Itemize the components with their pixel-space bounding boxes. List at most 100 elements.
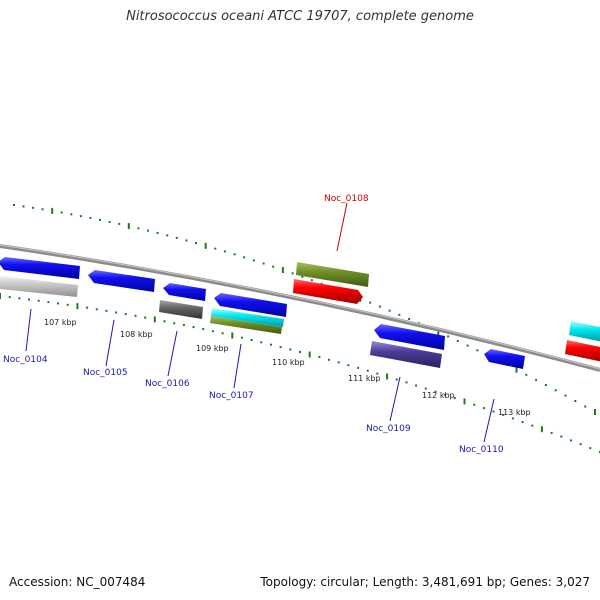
map-title: Nitrosococcus oceani ATCC 19707, complet… <box>126 9 474 24</box>
minor-tick <box>99 218 101 221</box>
minor-tick <box>447 335 450 338</box>
leader-Noc_0110 <box>483 398 495 443</box>
minor-tick <box>124 313 127 316</box>
minor-tick <box>453 397 456 400</box>
minor-tick <box>270 343 272 346</box>
gene-label-Noc_0104[interactable]: Noc_0104 <box>3 355 48 365</box>
minor-tick <box>233 253 236 256</box>
minor-tick <box>318 356 321 359</box>
major-tick <box>386 373 389 380</box>
minor-tick <box>544 384 547 386</box>
minor-tick <box>550 431 553 434</box>
minor-tick <box>60 211 63 214</box>
gene-Noc_0109[interactable] <box>370 324 445 368</box>
leader-Noc_0106 <box>167 330 178 377</box>
gene-arrow <box>484 349 525 369</box>
gene-label-Noc_0110[interactable]: Noc_0110 <box>459 445 504 455</box>
minor-tick <box>144 316 147 319</box>
outer-tick-track <box>13 204 596 415</box>
gene-arrow <box>293 279 363 304</box>
minor-tick <box>32 206 35 209</box>
gene-arrow <box>0 257 80 279</box>
major-tick <box>515 366 518 373</box>
gene-arrow <box>88 270 155 292</box>
major-tick <box>204 242 207 249</box>
minor-tick <box>564 394 567 397</box>
major-tick <box>76 303 79 310</box>
minor-tick <box>223 250 226 253</box>
gene-Noc_0107[interactable] <box>210 293 287 334</box>
gene-partial-right[interactable] <box>565 321 600 362</box>
kbp-label: 108 kbp <box>120 330 153 339</box>
minor-tick <box>108 220 111 223</box>
gene-Noc_0110[interactable] <box>484 349 525 369</box>
gene-Noc_0105[interactable] <box>88 270 155 292</box>
minor-tick <box>328 358 330 361</box>
kbp-label: 109 kbp <box>196 344 229 353</box>
minor-tick <box>41 208 44 211</box>
minor-tick <box>66 303 69 306</box>
minor-tick <box>86 306 89 309</box>
major-tick <box>0 293 1 299</box>
leader-Noc_0104 <box>25 308 32 352</box>
minor-tick <box>70 213 73 216</box>
gene-arrow <box>374 324 445 350</box>
gene-label-Noc_0109[interactable]: Noc_0109 <box>366 424 411 434</box>
minor-tick <box>357 366 360 369</box>
major-tick <box>51 207 54 214</box>
gene-arrow <box>214 293 287 317</box>
minor-tick <box>182 324 185 327</box>
minor-tick <box>405 381 408 384</box>
gene-label-Noc_0108[interactable]: Noc_0108 <box>324 194 369 204</box>
leader-Noc_0105 <box>105 319 115 367</box>
minor-tick <box>211 330 214 333</box>
genome-backbone <box>0 244 600 372</box>
minor-tick <box>118 222 121 225</box>
minor-tick <box>175 236 178 239</box>
gene-label-Noc_0107[interactable]: Noc_0107 <box>209 391 254 401</box>
minor-tick <box>192 326 195 329</box>
minor-tick <box>525 373 528 376</box>
gene-feature-bar-red <box>565 340 600 362</box>
gene-Noc_0108[interactable] <box>293 262 369 304</box>
gene-Noc_0106[interactable] <box>159 283 206 319</box>
minor-tick <box>163 320 166 323</box>
leader-Noc_0109 <box>389 376 401 422</box>
minor-tick <box>279 346 282 349</box>
minor-tick <box>185 239 188 242</box>
minor-tick <box>395 378 398 381</box>
minor-tick <box>589 447 592 450</box>
minor-tick <box>289 348 292 351</box>
genome-backbone-highlight <box>0 244 600 370</box>
accession-text: Accession: NC_007484 <box>9 575 146 589</box>
minor-tick <box>137 227 140 230</box>
minor-tick <box>147 229 149 232</box>
genome-summary-text: Topology: circular; Length: 3,481,691 bp… <box>260 575 590 589</box>
minor-tick <box>28 298 30 301</box>
major-tick <box>463 398 466 405</box>
gene-feature-bar <box>0 276 78 297</box>
minor-tick <box>434 390 437 393</box>
minor-tick <box>47 301 50 304</box>
minor-tick <box>502 413 505 416</box>
minor-tick <box>173 322 176 325</box>
gene-label-Noc_0106[interactable]: Noc_0106 <box>145 379 190 389</box>
minor-tick <box>337 361 340 364</box>
gene-feature-bar-olive <box>296 262 369 287</box>
gene-Noc_0104[interactable] <box>0 257 80 297</box>
inner-tick-track <box>0 293 600 453</box>
leader-Noc_0107 <box>233 343 242 389</box>
minor-tick <box>560 435 563 438</box>
gene-label-Noc_0105[interactable]: Noc_0105 <box>83 368 128 378</box>
minor-tick <box>444 393 447 396</box>
gene-feature-bar-cyan <box>569 321 600 342</box>
minor-tick <box>240 336 243 339</box>
major-tick <box>153 316 156 323</box>
major-tick <box>540 426 543 433</box>
minor-tick <box>466 344 469 347</box>
minor-tick <box>166 234 169 237</box>
gene-feature-bar <box>370 341 442 368</box>
minor-tick <box>95 308 98 311</box>
major-tick <box>437 329 440 335</box>
minor-tick <box>299 351 301 353</box>
